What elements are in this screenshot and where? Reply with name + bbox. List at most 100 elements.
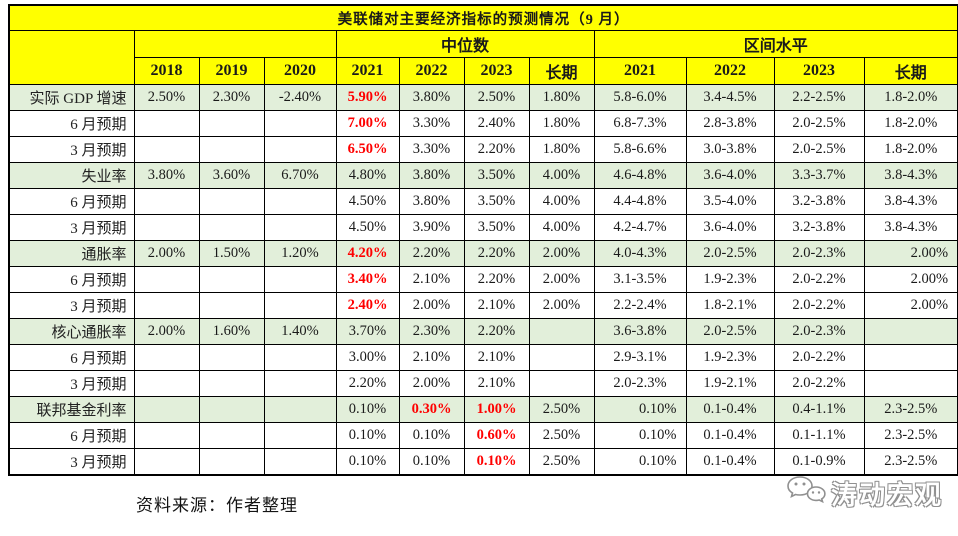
data-cell: 3.60% bbox=[198, 162, 265, 189]
data-cell: 0.1-0.4% bbox=[685, 422, 775, 449]
data-cell: 2.0-2.2% bbox=[773, 370, 865, 397]
data-cell: 7.00% bbox=[335, 110, 400, 137]
data-cell: 1.80% bbox=[528, 84, 595, 111]
data-cell: 1.60% bbox=[198, 318, 265, 345]
data-cell: 4.00% bbox=[528, 162, 595, 189]
row-label: 通胀率 bbox=[8, 240, 135, 267]
data-cell: 0.10% bbox=[335, 422, 400, 449]
table-row: 6 月预期 3.00% 2.10% 2.10% 2.9-3.1% 1.9-2.3% 2.0-… bbox=[8, 344, 958, 371]
table-title: 美联储对主要经济指标的预测情况（9 月） bbox=[8, 4, 958, 31]
data-cell bbox=[863, 318, 958, 345]
data-cell: 0.1-0.9% bbox=[773, 448, 865, 476]
data-cell: 6.50% bbox=[335, 136, 400, 163]
data-cell: 2.30% bbox=[198, 84, 265, 111]
data-cell: 4.50% bbox=[335, 214, 400, 241]
data-cell: 6.70% bbox=[263, 162, 337, 189]
data-cell: 3.8-4.3% bbox=[863, 188, 958, 215]
data-cell: 3.0-3.8% bbox=[685, 136, 775, 163]
data-cell: 2.30% bbox=[398, 318, 465, 345]
data-cell: 3.80% bbox=[398, 84, 465, 111]
data-cell: 3.3-3.7% bbox=[773, 162, 865, 189]
data-cell: 1.9-2.3% bbox=[685, 344, 775, 371]
data-cell: 4.20% bbox=[335, 240, 400, 267]
data-cell: 2.00% bbox=[133, 240, 200, 267]
data-cell: 2.3-2.5% bbox=[863, 422, 958, 449]
data-cell bbox=[198, 448, 265, 476]
data-cell: 3.80% bbox=[398, 188, 465, 215]
data-cell: 0.10% bbox=[463, 448, 530, 476]
data-cell: 2.8-3.8% bbox=[685, 110, 775, 137]
data-cell bbox=[263, 292, 337, 319]
column-header: 长期 bbox=[863, 57, 958, 85]
table-body: 实际 GDP 增速 2.50% 2.30% -2.40% 5.90% 3.80% 2.50%… bbox=[8, 84, 958, 476]
data-cell: 3.50% bbox=[463, 188, 530, 215]
data-cell: 3.40% bbox=[335, 266, 400, 293]
data-cell: 2.40% bbox=[335, 292, 400, 319]
table-row: 6 月预期 3.40% 2.10% 2.20% 2.00% 3.1-3.5% 1.9-2.3… bbox=[8, 266, 958, 293]
data-cell: 3.8-4.3% bbox=[863, 214, 958, 241]
data-cell: 3.80% bbox=[398, 162, 465, 189]
data-cell: 1.8-2.1% bbox=[685, 292, 775, 319]
data-cell bbox=[528, 318, 595, 345]
table-row: 实际 GDP 增速 2.50% 2.30% -2.40% 5.90% 3.80% 2.50%… bbox=[8, 84, 958, 111]
row-label: 实际 GDP 增速 bbox=[8, 84, 135, 111]
data-cell bbox=[263, 448, 337, 476]
column-header: 长期 bbox=[528, 57, 595, 85]
data-cell: 3.2-3.8% bbox=[773, 188, 865, 215]
data-cell: 2.10% bbox=[463, 344, 530, 371]
data-cell bbox=[198, 344, 265, 371]
data-cell bbox=[198, 422, 265, 449]
year-header-row: 2018 2019 2020 2021 2022 2023 长期 2021 20… bbox=[9, 57, 958, 85]
data-cell: 2.00% bbox=[528, 292, 595, 319]
row-label: 6 月预期 bbox=[8, 422, 135, 449]
data-cell bbox=[133, 110, 200, 137]
row-label: 6 月预期 bbox=[8, 188, 135, 215]
group-header-range: 区间水平 bbox=[593, 30, 958, 58]
data-cell: 3.5-4.0% bbox=[685, 188, 775, 215]
data-cell: 0.10% bbox=[335, 396, 400, 423]
data-cell bbox=[198, 396, 265, 423]
data-cell: 1.00% bbox=[463, 396, 530, 423]
data-cell: 2.0-2.2% bbox=[773, 266, 865, 293]
column-header: 2022 bbox=[398, 57, 465, 85]
column-header: 2020 bbox=[263, 57, 337, 85]
data-cell: 3.8-4.3% bbox=[863, 162, 958, 189]
data-cell: 2.20% bbox=[463, 136, 530, 163]
data-cell bbox=[263, 266, 337, 293]
data-cell: 3.80% bbox=[133, 162, 200, 189]
source-note: 资料来源：作者整理 bbox=[136, 496, 298, 515]
data-cell bbox=[133, 292, 200, 319]
row-label: 6 月预期 bbox=[8, 266, 135, 293]
data-cell: 0.60% bbox=[463, 422, 530, 449]
column-header: 2022 bbox=[685, 57, 775, 85]
data-cell: 2.20% bbox=[463, 266, 530, 293]
data-cell: 2.20% bbox=[335, 370, 400, 397]
data-cell: 4.2-4.7% bbox=[593, 214, 687, 241]
data-cell: 2.3-2.5% bbox=[863, 396, 958, 423]
table-row: 3 月预期 2.40% 2.00% 2.10% 2.00% 2.2-2.4% 1.8-2.1… bbox=[8, 292, 958, 319]
data-cell: 2.0-2.5% bbox=[685, 318, 775, 345]
data-cell: 2.10% bbox=[398, 344, 465, 371]
data-cell: 6.8-7.3% bbox=[593, 110, 687, 137]
table-row: 3 月预期 6.50% 3.30% 2.20% 1.80% 5.8-6.6% 3.0-3.8… bbox=[8, 136, 958, 163]
data-cell bbox=[263, 396, 337, 423]
table-row: 6 月预期 0.10% 0.10% 0.60% 2.50% 0.10% 0.1-0.4% 0.… bbox=[8, 422, 958, 449]
data-cell: 2.00% bbox=[863, 240, 958, 267]
data-cell: 1.80% bbox=[528, 136, 595, 163]
column-header: 2021 bbox=[335, 57, 400, 85]
wechat-bubbles-icon bbox=[786, 475, 828, 512]
table-row: 通胀率 2.00% 1.50% 1.20% 4.20% 2.20% 2.20% 2.00% 4.… bbox=[8, 240, 958, 267]
data-cell bbox=[263, 370, 337, 397]
data-cell: 0.10% bbox=[398, 422, 465, 449]
data-cell bbox=[198, 266, 265, 293]
data-cell: 2.50% bbox=[528, 422, 595, 449]
data-cell: 3.1-3.5% bbox=[593, 266, 687, 293]
data-cell bbox=[528, 344, 595, 371]
data-cell: 0.10% bbox=[335, 448, 400, 476]
column-header: 2018 bbox=[133, 57, 200, 85]
data-cell bbox=[863, 370, 958, 397]
data-cell bbox=[263, 214, 337, 241]
data-cell: 5.8-6.0% bbox=[593, 84, 687, 111]
watermark: 涛动宏观 bbox=[786, 475, 943, 512]
group-header-median: 中位数 bbox=[335, 30, 595, 58]
